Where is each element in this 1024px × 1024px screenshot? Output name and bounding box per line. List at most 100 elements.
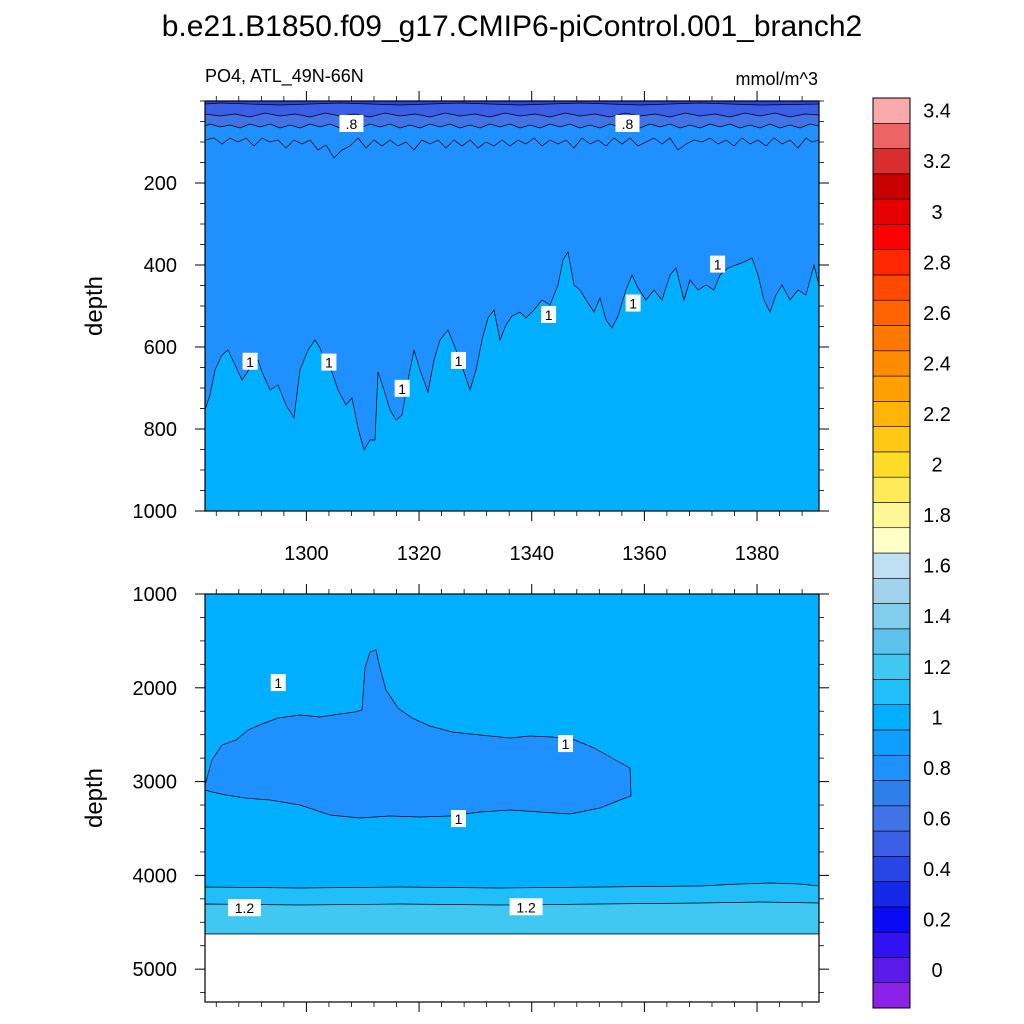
colorbar-tick-label: 0.8 (923, 758, 951, 780)
colorbar-swatch (872, 754, 911, 781)
colorbar: 0 0.2 0.4 0.6 0.8 1 1.2 1.4 1.6 1.8 2 2.2 2.4 2.6 2.8 3… (872, 97, 951, 1009)
contour-label-box (270, 674, 286, 692)
colorbar-swatch (872, 957, 911, 984)
colorbar-swatch (872, 502, 911, 529)
contour-label: 1.2 (509, 898, 543, 916)
contour-label: 1 (394, 379, 410, 397)
y-tick-label: 2000 (133, 678, 178, 700)
y-tick-label: 200 (144, 173, 177, 195)
contour-label-text: 1 (246, 354, 254, 370)
colorbar-swatch (872, 451, 911, 478)
contour-label: 1 (450, 351, 466, 369)
x-tick-label: 1380 (735, 543, 780, 565)
contour-label: 1 (710, 255, 726, 273)
y-tick-label: 1000 (133, 501, 178, 523)
colorbar-tick-label: 1.6 (923, 556, 951, 578)
colorbar-tick-label: 3.2 (923, 151, 951, 173)
lower-panel: 1 1 1 1.2 1.2 1000 2000 3000 4000 5000 depth (81, 584, 829, 1012)
colorbar-tick-label: 1.4 (923, 606, 951, 628)
y-tick-label: 4000 (133, 865, 178, 887)
colorbar-swatch (872, 527, 911, 554)
colorbar-tick-label: 0.4 (923, 859, 951, 881)
contour-label-box (321, 353, 337, 371)
upper-region-05-06 (205, 101, 819, 106)
colorbar-swatch (872, 881, 911, 908)
contour-label-text: 1 (629, 296, 637, 312)
contour-label: 1 (541, 306, 557, 324)
y-tick-label: 800 (144, 419, 177, 441)
colorbar-swatch (872, 856, 911, 882)
lower-contour-labels: 1 1 1 1.2 1.2 (227, 674, 574, 917)
colorbar-swatch (872, 401, 911, 427)
contour-label-box (509, 898, 543, 916)
colorbar-tick-label: 1 (931, 707, 942, 729)
contour-label-box (242, 352, 258, 370)
colorbar-swatch (872, 653, 911, 680)
upper-panel: .8 .8 1 1 1 1 1 1 1 1300 1320 1340 1360 1380 200 400 60… (81, 91, 829, 565)
upper-contour-fill (205, 101, 819, 511)
contour-label: .8 (339, 114, 364, 132)
colorbar-tick-label: 2 (931, 455, 942, 477)
colorbar-swatch (872, 224, 911, 250)
colorbar-tick-label: 0.2 (923, 910, 951, 932)
colorbar-swatch (872, 577, 911, 604)
subtitle-units: mmol/m^3 (736, 69, 818, 89)
lower-contour-fill (205, 594, 819, 1002)
contour-label-text: 1 (562, 736, 570, 752)
colorbar-swatch (872, 325, 911, 352)
contour-label-box (394, 379, 410, 397)
colorbar-tick-label: 3 (931, 202, 942, 224)
contour-label-text: 1 (714, 257, 722, 273)
colorbar-tick-label: 2.2 (923, 404, 951, 426)
contour-label-text: 1 (274, 675, 282, 691)
contour-label-text: 1 (398, 381, 406, 397)
contour-label: 1 (321, 353, 337, 371)
colorbar-swatch (872, 603, 911, 630)
colorbar-swatch (872, 122, 911, 149)
contour-label-box (339, 114, 364, 132)
contour-label-text: 1 (325, 355, 333, 371)
colorbar-swatch (872, 906, 911, 933)
x-tick-label: 1320 (397, 543, 442, 565)
colorbar-swatch (872, 830, 911, 857)
contour-label-box (450, 810, 466, 828)
colorbar-swatch (872, 476, 911, 503)
colorbar-swatch (872, 679, 911, 705)
colorbar-tick-label: 2.6 (923, 303, 951, 325)
colorbar-swatch (872, 628, 911, 655)
contour-label-box (625, 294, 641, 312)
contour-label-box (558, 735, 574, 753)
colorbar-tick-label: 2.8 (923, 252, 951, 274)
colorbar-frame (872, 97, 911, 1009)
contour-label: 1 (558, 735, 574, 753)
contour-label: 1 (242, 352, 258, 370)
contour-label: 1 (625, 294, 641, 312)
colorbar-tick-label: 0.6 (923, 808, 951, 830)
contour-label-text: 1 (455, 811, 463, 827)
colorbar-tick-label: 2.4 (923, 353, 951, 375)
colorbar-tick-label: 0 (931, 960, 942, 982)
contour-label-box (541, 306, 557, 324)
upper-contour-labels: .8 .8 1 1 1 1 1 1 1 (242, 114, 726, 397)
upper-axes: 1300 1320 1340 1360 1380 200 400 600 800 1000 (133, 91, 829, 565)
contour-label: 1 (450, 810, 466, 828)
contour-label-box (450, 351, 466, 369)
figure-title: b.e21.B1850.f09_g17.CMIP6-piControl.001_… (162, 10, 863, 43)
contour-label-box (710, 255, 726, 273)
lower-missing-below-bottom (205, 934, 819, 1002)
contour-label-text: 1 (545, 307, 553, 323)
y-tick-label: 3000 (133, 772, 178, 794)
lower-frame (204, 593, 820, 1003)
colorbar-swatch (872, 704, 911, 731)
colorbar-swatch (872, 299, 911, 326)
colorbar-swatch (872, 729, 911, 756)
x-tick-label: 1360 (622, 543, 667, 565)
contour-label-box (227, 899, 261, 917)
lower-axes: 1000 2000 3000 4000 5000 (133, 584, 829, 1012)
y-tick-label: 600 (144, 337, 177, 359)
x-tick-label: 1300 (284, 543, 329, 565)
colorbar-swatch (872, 97, 911, 124)
colorbar-swatch (872, 982, 911, 1009)
contour-label-text: 1 (455, 353, 463, 369)
